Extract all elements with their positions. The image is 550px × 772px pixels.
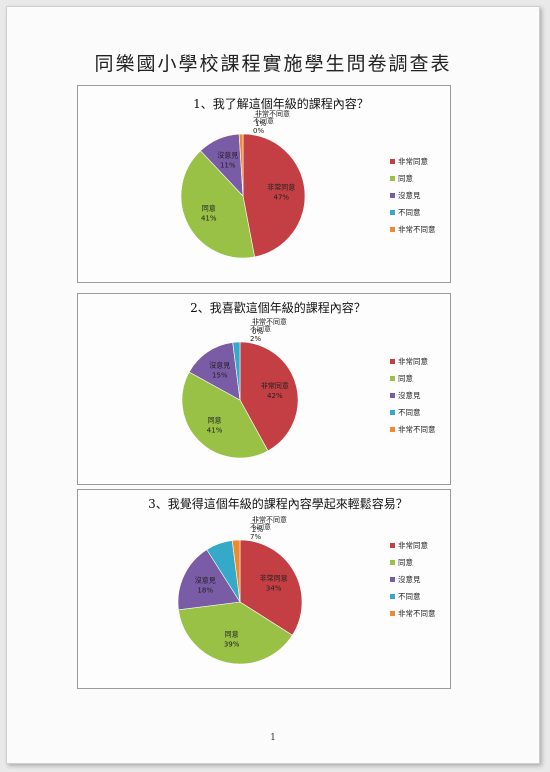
slice-value-disagree: 0% (253, 127, 264, 135)
chart-title: 3、我覺得這個年級的課程內容學起來輕鬆容易？ (148, 496, 408, 511)
slice-label-no-opinion: 沒意見 (209, 360, 230, 369)
legend-label-no-opinion: 沒意見 (398, 190, 421, 200)
pie-slice-agree (178, 601, 293, 665)
slice-value-strongly-disagree: 1% (255, 120, 266, 128)
pie-slice-strongly-disagree (238, 133, 244, 197)
legend-label-agree: 同意 (398, 557, 413, 567)
slice-value-no-opinion: 15% (212, 371, 228, 379)
slice-value-strongly-disagree: 2% (252, 526, 263, 534)
slice-value-strongly-disagree: 0% (252, 328, 263, 336)
slice-label-no-opinion: 沒意見 (217, 151, 238, 160)
pie-chart-1: 1、我了解這個年級的課程內容？ 非常同意 47% 同意 41% 沒意見 11% 不同意 0% 非常… (180, 96, 436, 259)
legend-swatch-agree (390, 376, 395, 381)
legend-label-agree: 同意 (398, 173, 413, 183)
pie-slice-strongly-agree (239, 341, 299, 452)
legend-label-no-opinion: 沒意見 (398, 574, 421, 584)
slice-value-agree: 41% (201, 214, 217, 222)
slice-label-disagree: 不同意 (250, 522, 271, 531)
document-title: 同樂國小學校課程實施學生問卷調查表 (94, 53, 452, 75)
chart-panel-2: 2、我喜歡這個年級的課程內容？ 非常同意 42% 同意 41% 沒意見 15% 不同意 2% 非常… (77, 293, 451, 485)
legend-swatch-disagree (390, 410, 395, 415)
chart-title: 2、我喜歡這個年級的課程內容？ (190, 300, 366, 315)
slice-label-no-opinion: 沒意見 (195, 576, 216, 585)
legend-swatch-no-opinion (390, 577, 395, 582)
slice-value-strongly-agree: 34% (266, 584, 282, 592)
legend-swatch-strongly-disagree (390, 611, 395, 616)
legend-label-no-opinion: 沒意見 (398, 390, 421, 400)
legend-swatch-no-opinion (390, 393, 395, 398)
slice-label-disagree: 不同意 (253, 116, 274, 125)
pie-slice-strongly-agree (239, 539, 303, 636)
slice-label-strongly-agree: 非常同意 (267, 182, 295, 191)
legend-label-strongly-agree: 非常同意 (398, 156, 428, 166)
pie-chart-3: 3、我覺得這個年級的課程內容學起來輕鬆容易？ 非常同意 34% 同意 39% 沒意見 18%… (148, 496, 436, 665)
slice-label-strongly-agree: 非常同意 (261, 381, 289, 390)
chart-panel-3: 3、我覺得這個年級的課程內容學起來輕鬆容易？ 非常同意 34% 同意 39% 沒意見 18%… (77, 489, 451, 689)
legend-label-strongly-disagree: 非常不同意 (398, 224, 436, 234)
legend-label-strongly-disagree: 非常不同意 (398, 608, 436, 618)
legend-swatch-agree (390, 560, 395, 565)
slice-value-strongly-agree: 42% (267, 392, 283, 400)
slice-value-no-opinion: 18% (197, 587, 213, 595)
slice-label-agree: 同意 (202, 203, 216, 212)
pie-slice-no-opinion (188, 342, 241, 401)
legend-label-strongly-disagree: 非常不同意 (398, 424, 436, 434)
legend-label-agree: 同意 (398, 373, 413, 383)
slice-value-disagree: 7% (250, 533, 261, 541)
legend-label-strongly-agree: 非常同意 (398, 540, 428, 550)
pie-slice-agree (180, 150, 255, 259)
legend-swatch-strongly-agree (390, 359, 395, 364)
chart-panel-1: 1、我了解這個年級的課程內容？ 非常同意 47% 同意 41% 沒意見 11% 不同意 0% 非常… (77, 85, 451, 283)
slice-label-strongly-disagree: 非常不同意 (255, 109, 290, 118)
legend-swatch-strongly-agree (390, 543, 395, 548)
page-number: 1 (270, 733, 276, 743)
legend-swatch-disagree (390, 594, 395, 599)
slice-value-strongly-agree: 47% (273, 193, 289, 201)
pie-chart-2: 2、我喜歡這個年級的課程內容？ 非常同意 42% 同意 41% 沒意見 15% 不同意 2% 非常… (181, 300, 436, 459)
legend-swatch-disagree (390, 210, 395, 215)
legend-label-disagree: 不同意 (398, 207, 421, 217)
pie-slice-strongly-agree (242, 133, 306, 258)
slice-label-strongly-disagree: 非常不同意 (252, 317, 287, 326)
legend-swatch-strongly-agree (390, 159, 395, 164)
legend-swatch-no-opinion (390, 193, 395, 198)
pie-slice-disagree (232, 341, 241, 401)
slice-value-agree: 39% (224, 641, 240, 649)
legend-swatch-agree (390, 176, 395, 181)
slice-label-strongly-disagree: 非常不同意 (252, 515, 287, 524)
slice-label-strongly-agree: 非常同意 (260, 573, 288, 582)
chart-title: 1、我了解這個年級的課程內容？ (193, 96, 369, 111)
slice-label-agree: 同意 (225, 630, 239, 639)
pie-slice-strongly-disagree (231, 539, 241, 603)
slice-value-agree: 41% (207, 426, 223, 434)
slice-label-disagree: 不同意 (250, 324, 271, 333)
legend-label-strongly-agree: 非常同意 (398, 356, 428, 366)
legend-label-disagree: 不同意 (398, 591, 421, 601)
pie-slice-no-opinion (177, 549, 241, 611)
slice-value-disagree: 2% (250, 335, 261, 343)
legend-label-disagree: 不同意 (398, 407, 421, 417)
slice-label-agree: 同意 (208, 415, 222, 424)
legend-swatch-strongly-disagree (390, 427, 395, 432)
document-page: 同樂國小學校課程實施學生問卷調查表 1、我了解這個年級的課程內容？ 非常同意 47%… (6, 6, 540, 764)
legend-swatch-strongly-disagree (390, 227, 395, 232)
pie-slice-agree (181, 371, 269, 459)
slice-value-no-opinion: 11% (220, 162, 236, 170)
